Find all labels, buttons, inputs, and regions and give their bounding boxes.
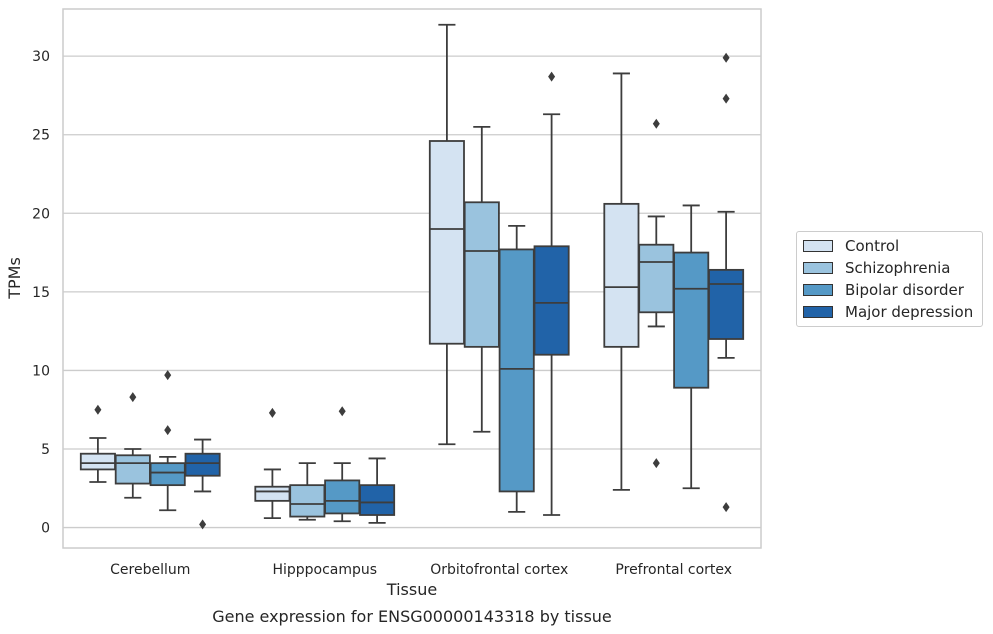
box-major-depression-orbitofrontal-cortex [533, 71, 570, 516]
y-tick-label-0: 0 [41, 521, 50, 537]
chart-legend: Control Schizophrenia Bipolar disorder M… [796, 231, 983, 327]
box-iqr [498, 248, 535, 493]
box-series [79, 23, 745, 530]
box-bipolar-disorder-orbitofrontal-cortex [498, 224, 535, 513]
chart-caption: Gene expression for ENSG00000143318 by t… [212, 607, 612, 626]
legend-label-schizophrenia: Schizophrenia [845, 259, 951, 277]
x-axis-label: Tissue [386, 580, 437, 599]
box-schizophrenia-prefrontal-cortex [638, 118, 675, 469]
box-schizophrenia-orbitofrontal-cortex [463, 125, 500, 433]
outlier-point [652, 118, 660, 129]
x-tick-label-orbitofrontal-cortex: Orbitofrontal cortex [430, 562, 568, 578]
outlier-point [199, 519, 207, 530]
box-schizophrenia-cerebellum [114, 392, 151, 499]
legend-item-bipolar-disorder: Bipolar disorder [803, 281, 964, 299]
box-iqr [359, 484, 396, 516]
legend-item-control: Control [803, 237, 899, 255]
y-tick-label-25: 25 [32, 128, 50, 144]
legend-swatch-major-depression [803, 306, 833, 318]
legend-swatch-schizophrenia [803, 262, 833, 274]
box-control-cerebellum [79, 404, 116, 483]
legend-item-major-depression: Major depression [803, 303, 973, 321]
y-tick-label-20: 20 [32, 206, 50, 222]
outlier-point [722, 502, 730, 513]
box-iqr [289, 484, 326, 518]
box-major-depression-cerebellum [184, 438, 221, 530]
x-tick-labels: Cerebellum Hipppocampus Orbitofrontal cort… [110, 562, 732, 578]
x-tick-label-prefrontal-cortex: Prefrontal cortex [615, 562, 732, 578]
outlier-point [164, 425, 172, 436]
legend-swatch-bipolar-disorder [803, 284, 833, 296]
box-iqr [673, 251, 710, 389]
box-iqr [114, 454, 151, 485]
box-major-depression-hipppocampus [359, 457, 396, 524]
box-iqr [149, 462, 186, 487]
box-iqr [463, 201, 500, 348]
outlier-point [94, 404, 102, 415]
y-tick-label-10: 10 [32, 363, 50, 379]
outlier-point [722, 93, 730, 104]
box-iqr [184, 452, 221, 477]
x-tick-label-hipppocampus: Hipppocampus [272, 562, 377, 578]
box-control-prefrontal-cortex [603, 72, 640, 491]
box-iqr [638, 243, 675, 314]
box-iqr [254, 485, 291, 502]
legend-item-schizophrenia: Schizophrenia [803, 259, 950, 277]
box-major-depression-prefrontal-cortex [708, 52, 745, 513]
box-control-hipppocampus [254, 407, 291, 520]
grid-lines [63, 55, 761, 529]
outlier-point [129, 392, 137, 403]
y-tick-label-15: 15 [32, 285, 50, 301]
outlier-point [338, 406, 346, 417]
box-iqr [708, 268, 745, 340]
legend-label-bipolar-disorder: Bipolar disorder [845, 281, 964, 299]
outlier-point [722, 52, 730, 63]
box-control-orbitofrontal-cortex [428, 23, 465, 446]
box-iqr [428, 140, 465, 345]
y-tick-label-5: 5 [41, 442, 50, 458]
box-schizophrenia-hipppocampus [289, 462, 326, 521]
legend-label-control: Control [845, 237, 900, 255]
y-axis-label: TPMs [5, 257, 24, 300]
y-tick-label-30: 30 [32, 49, 50, 65]
y-tick-labels: 0 5 10 15 20 25 30 [32, 49, 50, 536]
outlier-point [652, 458, 660, 469]
legend-label-major-depression: Major depression [845, 303, 974, 321]
outlier-point [164, 370, 172, 381]
legend-swatch-control [803, 240, 833, 252]
outlier-point [268, 407, 276, 418]
box-iqr [533, 245, 570, 356]
box-iqr [324, 479, 361, 515]
plot-frame [62, 8, 762, 549]
outlier-point [548, 71, 556, 82]
box-iqr [79, 452, 116, 471]
box-iqr [603, 202, 640, 348]
x-tick-label-cerebellum: Cerebellum [110, 562, 190, 578]
box-bipolar-disorder-hipppocampus [324, 406, 361, 523]
box-bipolar-disorder-cerebellum [149, 370, 186, 512]
